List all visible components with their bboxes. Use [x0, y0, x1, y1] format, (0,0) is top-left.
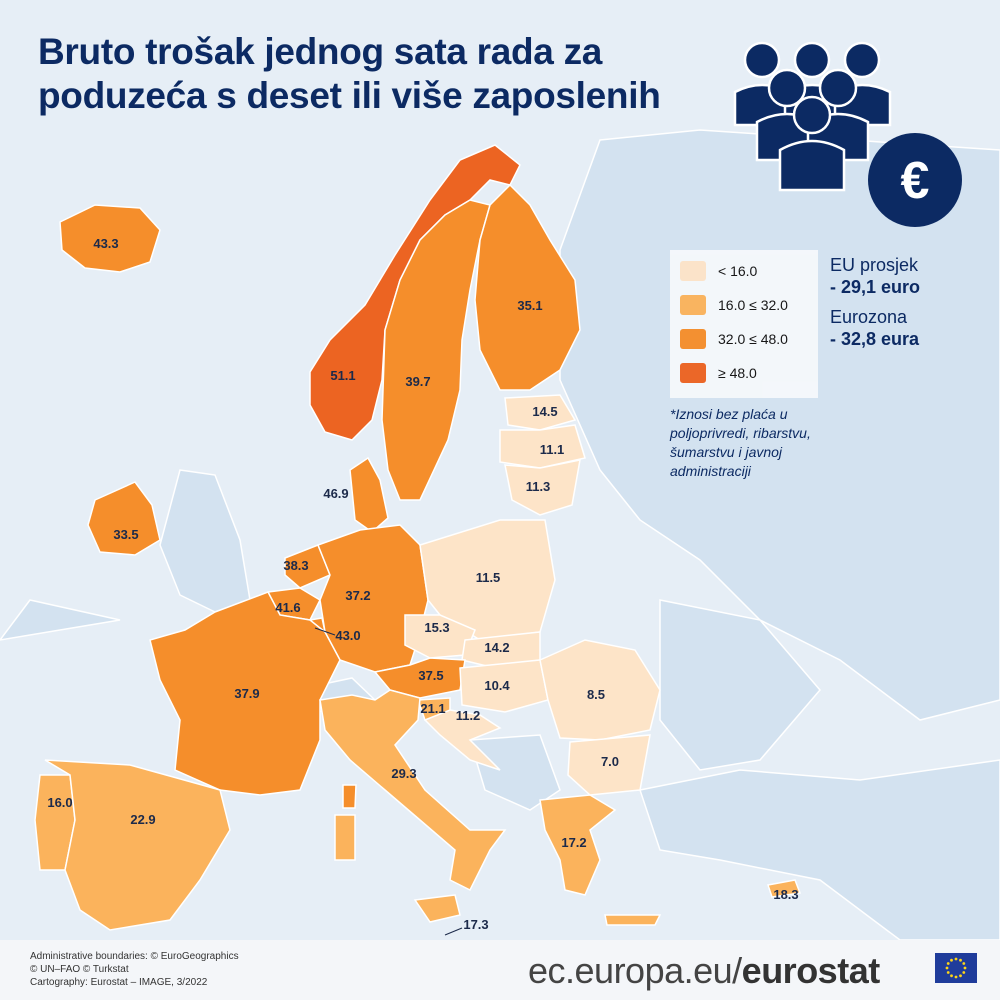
region-italy	[319, 689, 507, 892]
credit-line: Cartography: Eurostat – IMAGE, 3/2022	[30, 977, 208, 988]
legend-swatch	[680, 363, 706, 383]
value-label-greece: 17.2	[561, 835, 586, 850]
footer: Administrative boundaries: © EuroGeograp…	[0, 940, 1000, 1000]
value-label-norway: 51.1	[330, 368, 355, 383]
value-label-belgium: 41.6	[275, 600, 300, 615]
luxembourg-leader-line	[314, 627, 336, 636]
region-hungary	[459, 659, 549, 713]
legend-item: 32.0 ≤ 48.0	[680, 326, 788, 352]
legend-label: 16.0 ≤ 32.0	[718, 297, 788, 313]
value-label-malta: 17.3	[463, 917, 488, 932]
value-label-bulgaria: 7.0	[601, 754, 619, 769]
svg-text:€: €	[901, 152, 930, 210]
region-romania	[539, 639, 661, 741]
legend-item: < 16.0	[680, 258, 757, 284]
legend-item: ≥ 48.0	[680, 360, 757, 386]
eu-flag-icon	[935, 953, 977, 983]
map-legend: < 16.0 16.0 ≤ 32.0 32.0 ≤ 48.0 ≥ 48.0	[670, 250, 818, 398]
region-latvia	[499, 424, 586, 469]
region-sicily	[413, 894, 461, 923]
footnote-line: administraciji	[670, 463, 751, 479]
region-greece	[539, 794, 617, 896]
legend-label: ≥ 48.0	[718, 365, 757, 381]
eurozone-average-label: Eurozona	[830, 307, 908, 327]
footnote-line: *Iznosi bez plaća u	[670, 406, 788, 422]
footnote-line: šumarstvu i javnoj	[670, 444, 783, 460]
europe-map: 43.3 51.1 39.7 35.1 14.5 11.1 11.3 46.9 …	[0, 41, 1000, 940]
eurozone-average-value: - 32,8 eura	[830, 329, 920, 349]
value-label-austria: 37.5	[418, 668, 443, 683]
people-group-icon	[733, 41, 892, 192]
region-denmark	[349, 456, 389, 533]
value-label-denmark: 46.9	[323, 486, 348, 501]
value-label-estonia: 14.5	[532, 404, 557, 419]
eu-average-value: - 29,1 euro	[830, 277, 921, 297]
value-label-netherlands: 38.3	[283, 558, 308, 573]
legend-item: 16.0 ≤ 32.0	[680, 292, 788, 318]
region-cyprus	[767, 879, 802, 898]
value-label-czechia: 15.3	[424, 620, 449, 635]
brand-prefix: ec.europa.eu/	[528, 950, 742, 991]
region-sweden	[381, 199, 491, 501]
value-label-latvia: 11.1	[540, 442, 565, 457]
value-label-hungary: 10.4	[484, 678, 510, 693]
value-label-poland: 11.5	[476, 570, 501, 585]
legend-label: 32.0 ≤ 48.0	[718, 331, 788, 347]
eurozone-average: Eurozona - 32,8 eura	[830, 306, 919, 350]
region-lithuania	[504, 459, 581, 516]
region-croatia	[423, 709, 502, 771]
value-label-portugal: 16.0	[47, 795, 72, 810]
value-label-lithuania: 11.3	[526, 479, 551, 494]
region-netherlands	[284, 544, 331, 589]
page-title: Bruto trošak jednog sata rada za poduzeć…	[38, 30, 698, 118]
value-label-cyprus: 18.3	[773, 887, 798, 902]
legend-swatch	[680, 295, 706, 315]
footnote: *Iznosi bez plaća u poljoprivredi, ribar…	[670, 405, 850, 481]
value-label-slovenia: 21.1	[420, 701, 445, 716]
value-label-germany: 37.2	[345, 588, 370, 603]
eurostat-url-link[interactable]: ec.europa.eu/eurostat	[528, 950, 880, 992]
eu-average-label: EU prosjek	[830, 255, 919, 275]
credit-line: Administrative boundaries: © EuroGeograp…	[30, 951, 239, 962]
euro-icon: €	[868, 133, 962, 227]
region-estonia	[504, 394, 577, 431]
region-ireland	[87, 481, 161, 556]
region-france	[149, 591, 341, 796]
footnote-line: poljoprivredi, ribarstvu,	[670, 425, 811, 441]
region-crete	[604, 914, 662, 926]
credit-line: © UN–FAO © Turkstat	[30, 964, 129, 975]
value-label-ireland: 33.5	[113, 527, 138, 542]
region-iceland	[59, 204, 161, 273]
region-sardinia	[334, 814, 356, 861]
value-label-spain: 22.9	[130, 812, 155, 827]
map-credits: Administrative boundaries: © EuroGeograp…	[30, 950, 239, 989]
legend-label: < 16.0	[718, 263, 758, 279]
region-bulgaria	[567, 734, 651, 796]
malta-leader-line	[444, 927, 463, 936]
region-spain	[44, 759, 231, 931]
region-corsica	[342, 784, 357, 809]
value-label-france: 37.9	[234, 686, 259, 701]
value-label-finland: 35.1	[517, 298, 542, 313]
region-finland	[474, 183, 581, 391]
value-label-iceland: 43.3	[93, 236, 118, 251]
brand-name: eurostat	[741, 950, 881, 991]
title-line-1: Bruto trošak jednog sata rada za	[38, 31, 603, 72]
eu-average: EU prosjek - 29,1 euro	[830, 254, 920, 298]
value-label-italy: 29.3	[391, 766, 416, 781]
value-label-slovakia: 14.2	[484, 640, 509, 655]
value-label-luxembourg: 43.0	[335, 628, 360, 643]
value-label-romania: 8.5	[587, 687, 605, 702]
legend-swatch	[680, 261, 706, 281]
value-label-sweden: 39.7	[405, 374, 430, 389]
legend-swatch	[680, 329, 706, 349]
title-line-2: poduzeća s deset ili više zaposlenih	[38, 75, 661, 116]
value-label-croatia: 11.2	[456, 708, 481, 723]
